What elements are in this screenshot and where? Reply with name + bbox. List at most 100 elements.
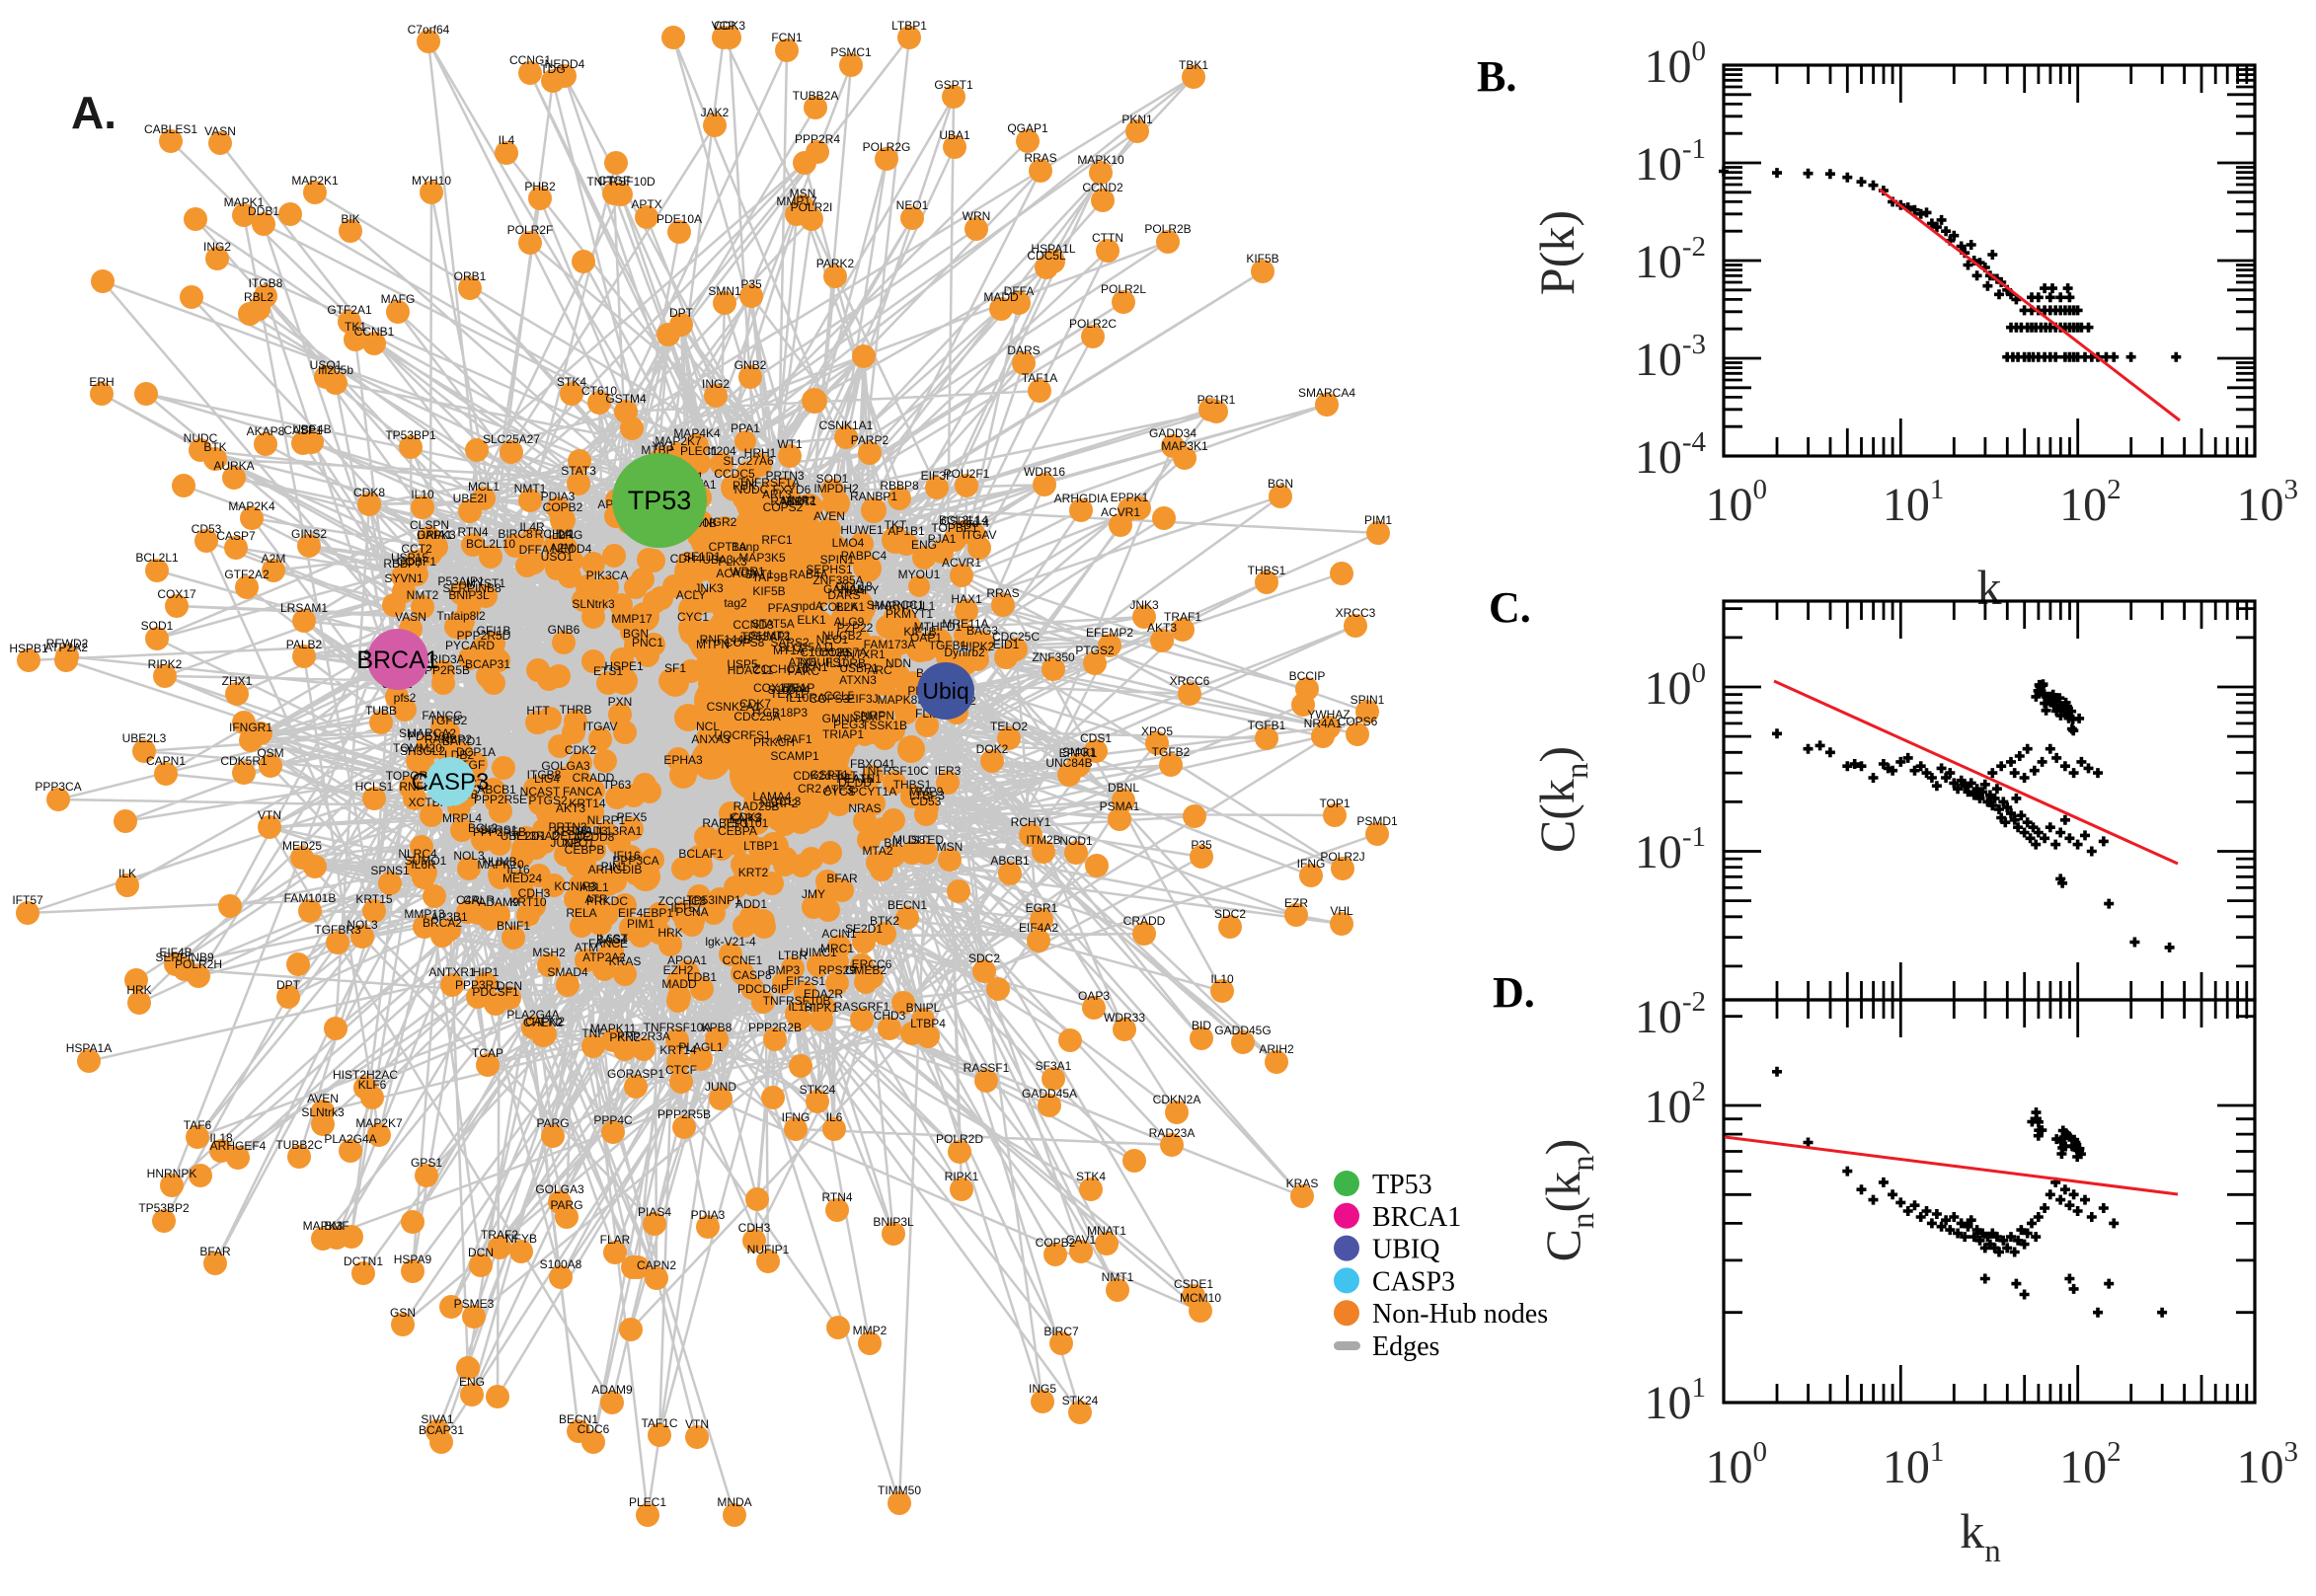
svg-text:CRADD: CRADD	[573, 771, 615, 785]
svg-text:Edges: Edges	[1372, 1331, 1439, 1362]
svg-text:GOLGA3: GOLGA3	[535, 1182, 584, 1196]
svg-text:TOP1: TOP1	[1319, 797, 1350, 810]
svg-text:TP63: TP63	[603, 778, 632, 792]
svg-text:SMAD3: SMAD3	[567, 824, 608, 838]
svg-text:CDC25A: CDC25A	[733, 710, 780, 723]
svg-text:PSMA1: PSMA1	[1100, 799, 1140, 813]
svg-text:CTTN: CTTN	[1092, 231, 1123, 245]
svg-text:STAT3: STAT3	[561, 464, 596, 478]
svg-text:RNF2: RNF2	[399, 780, 430, 794]
svg-text:S100A4: S100A4	[768, 683, 811, 697]
svg-text:DAPK3: DAPK3	[417, 528, 456, 542]
svg-text:MCL1: MCL1	[468, 480, 500, 494]
svg-text:GINS2: GINS2	[291, 527, 327, 541]
svg-text:COPS2: COPS2	[763, 500, 804, 514]
svg-text:SMG1: SMG1	[1062, 745, 1096, 759]
svg-text:NUDC: NUDC	[184, 431, 218, 445]
svg-text:102: 102	[2059, 474, 2122, 531]
svg-text:NCAST: NCAST	[520, 785, 561, 798]
svg-text:SDC2: SDC2	[968, 951, 1000, 965]
svg-text:PSMD1: PSMD1	[1356, 814, 1398, 828]
svg-text:TNFRSF10A: TNFRSF10A	[644, 1021, 712, 1034]
svg-text:VASN: VASN	[395, 610, 426, 624]
svg-text:SFRS1: SFRS1	[480, 823, 518, 837]
svg-text:KRT9P: KRT9P	[554, 824, 591, 838]
svg-text:BFAR: BFAR	[199, 1245, 231, 1258]
svg-text:IL4R: IL4R	[519, 520, 545, 534]
svg-text:RRAS: RRAS	[986, 586, 1019, 600]
svg-text:10-2: 10-2	[1635, 986, 1706, 1043]
svg-text:BCLAF1: BCLAF1	[678, 847, 724, 861]
svg-text:PRTN3: PRTN3	[765, 469, 804, 483]
svg-text:TOPORS: TOPORS	[386, 769, 435, 783]
svg-text:IL4: IL4	[556, 527, 573, 541]
svg-text:ZNF350: ZNF350	[1032, 650, 1075, 664]
svg-text:SLC27A6: SLC27A6	[723, 454, 774, 468]
svg-text:PKN2: PKN2	[609, 1030, 641, 1044]
svg-text:TP53BP2: TP53BP2	[138, 1201, 190, 1215]
svg-text:WDR16: WDR16	[1024, 465, 1065, 479]
svg-text:AP3B1: AP3B1	[430, 910, 468, 924]
svg-text:ZHX1: ZHX1	[222, 674, 253, 688]
svg-text:SPIN1: SPIN1	[1351, 693, 1385, 707]
svg-text:CCNB1: CCNB1	[354, 325, 395, 339]
svg-text:IL18: IL18	[209, 1131, 233, 1145]
svg-text:POLR2L: POLR2L	[1101, 282, 1146, 296]
svg-text:Tnfaip8l2: Tnfaip8l2	[436, 609, 486, 623]
svg-text:NLRC4: NLRC4	[398, 847, 437, 861]
svg-text:IFI16: IFI16	[613, 849, 641, 863]
svg-text:JUND: JUND	[705, 1080, 736, 1094]
svg-text:k: k	[1977, 560, 2002, 615]
svg-text:GMEB2: GMEB2	[845, 963, 887, 977]
svg-text:100: 100	[1706, 474, 1768, 531]
svg-text:CDH3: CDH3	[738, 1221, 771, 1235]
svg-text:RNF144B: RNF144B	[700, 633, 752, 646]
svg-text:NLRP2: NLRP2	[760, 797, 799, 810]
svg-text:CASP1: CASP1	[283, 423, 323, 437]
svg-text:EZR: EZR	[1284, 896, 1308, 910]
svg-text:SHMT2: SHMT2	[750, 629, 791, 643]
svg-text:FCN1: FCN1	[771, 31, 803, 44]
svg-text:ANXA3: ANXA3	[691, 732, 731, 746]
svg-text:ADD1: ADD1	[735, 897, 767, 911]
svg-text:ING2: ING2	[203, 240, 231, 254]
svg-text:PIM1: PIM1	[627, 917, 655, 931]
svg-text:ITGB18P3: ITGB18P3	[752, 706, 808, 720]
svg-text:RASSF1: RASSF1	[964, 1061, 1010, 1075]
svg-text:A2M: A2M	[262, 552, 286, 566]
svg-text:UBE2D1: UBE2D1	[501, 829, 547, 843]
svg-text:LTBR: LTBR	[778, 949, 808, 962]
svg-text:ZNF385A: ZNF385A	[812, 573, 863, 587]
svg-text:RFC1: RFC1	[761, 533, 793, 547]
svg-text:BRCA2: BRCA2	[423, 916, 462, 930]
svg-text:CSDE1: CSDE1	[1174, 1277, 1213, 1291]
svg-text:VASN: VASN	[204, 124, 236, 138]
svg-text:PPA1: PPA1	[731, 421, 760, 435]
svg-text:FXYD6: FXYD6	[773, 483, 811, 496]
svg-text:DBNL: DBNL	[1108, 781, 1139, 795]
svg-text:PC1R1: PC1R1	[1197, 393, 1236, 407]
svg-text:IL2RG: IL2RG	[549, 528, 583, 542]
svg-text:NCL: NCL	[696, 720, 720, 733]
svg-text:TOMM20: TOMM20	[393, 741, 442, 755]
svg-text:THBS1: THBS1	[893, 778, 932, 792]
svg-text:CDK3: CDK3	[714, 19, 745, 33]
svg-text:PCNA: PCNA	[675, 905, 708, 919]
svg-text:RAD23A: RAD23A	[1149, 1126, 1196, 1140]
svg-text:ARC: ARC	[867, 663, 892, 677]
svg-text:OAP3: OAP3	[1078, 989, 1110, 1003]
svg-text:RABEP1: RABEP1	[702, 816, 749, 830]
svg-text:RBL2: RBL2	[244, 290, 273, 304]
svg-text:DEDD2: DEDD2	[552, 829, 592, 843]
svg-text:XRCC3: XRCC3	[1336, 606, 1376, 620]
svg-text:JMY: JMY	[802, 887, 825, 901]
svg-text:TRAF2: TRAF2	[481, 1228, 518, 1242]
svg-text:HSPE1: HSPE1	[604, 659, 644, 673]
svg-text:GRIA1: GRIA1	[417, 528, 452, 542]
svg-text:MT1A: MT1A	[773, 644, 805, 657]
svg-text:ARHGDIA: ARHGDIA	[1054, 492, 1109, 505]
svg-text:PARP2: PARP2	[851, 433, 889, 447]
svg-text:RTN4: RTN4	[821, 1190, 852, 1204]
svg-text:CDS1: CDS1	[1080, 731, 1112, 745]
svg-text:TBK1: TBK1	[1179, 58, 1208, 72]
